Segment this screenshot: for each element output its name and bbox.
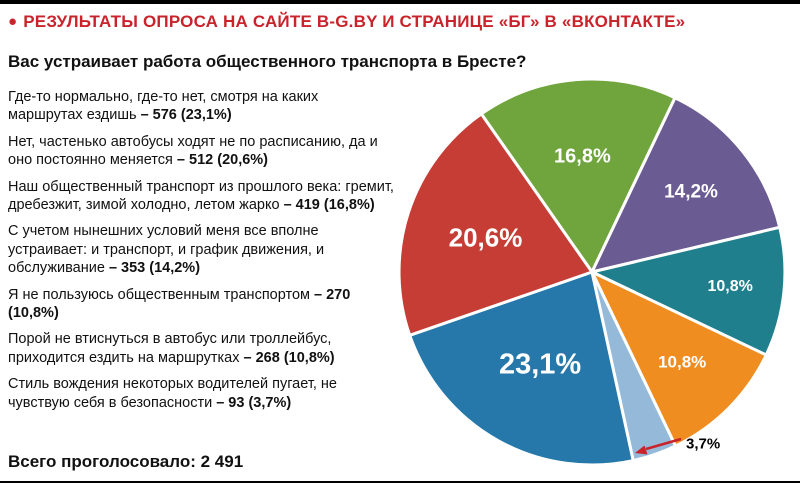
answer-text: Я не пользуюсь общественным транспортом — [8, 286, 315, 303]
pie-slice — [590, 270, 768, 448]
answer-value: – 353 (14,2%) — [108, 260, 201, 277]
list-item: Нет, частенько автобусы ходят не по расп… — [8, 133, 394, 170]
answer-value: – 270 (10,8%) — [8, 286, 351, 322]
answer-value: – 268 (10,8%) — [243, 349, 335, 366]
slice-label: 10,8% — [658, 352, 706, 371]
annotation-arrow-line — [645, 437, 682, 451]
list-item: Где-то нормально, где-то нет, смотря на … — [8, 88, 394, 125]
slice-label: 20,6% — [449, 223, 523, 253]
list-item: С учетом нынешних условий меня все вполн… — [8, 222, 394, 277]
answer-value: – 512 (20,6%) — [176, 152, 269, 169]
pie-slice — [590, 96, 782, 274]
external-slice-label: 3,7% — [686, 436, 720, 453]
answer-value: – 576 (23,1%) — [140, 107, 232, 124]
answer-value: – 419 (16,8%) — [283, 197, 375, 214]
answer-text: Где-то нормально, где-то нет, смотря на … — [8, 89, 319, 124]
pie-chart: 16,8% 14,2% 10,8% 10,8% 23,1% 20,6% 3,7% — [397, 77, 787, 467]
pie-slice — [408, 270, 635, 467]
total-votes: Всего проголосовало: 2 491 — [8, 452, 244, 471]
slice-label: 14,2% — [664, 181, 718, 202]
list-item: Наш общественный транспорт из прошлого в… — [8, 178, 394, 215]
answer-text: Порой не втиснуться в автобус или тролле… — [8, 331, 332, 366]
list-item: Стиль вождения некоторых водителей пугае… — [8, 375, 394, 412]
slice-label: 10,8% — [708, 278, 753, 295]
answer-text: Нет, частенько автобусы ходят не по расп… — [8, 133, 378, 169]
answer-text: С учетом нынешних условий меня все вполн… — [8, 223, 325, 277]
header-title-text: РЕЗУЛЬТАТЫ ОПРОСА НА САЙТЕ B-G.BY И СТРА… — [23, 12, 686, 31]
list-item: Я не пользуюсь общественным транспортом … — [8, 286, 394, 323]
answer-text: Стиль вождения некоторых водителей пугае… — [8, 376, 337, 411]
answer-text: Наш общественный транспорт из прошлого в… — [8, 178, 394, 214]
pie-chart-area: 16,8% 14,2% 10,8% 10,8% 23,1% 20,6% 3,7% — [385, 60, 800, 482]
pie-slice — [479, 77, 677, 274]
header-title: ● РЕЗУЛЬТАТЫ ОПРОСА НА САЙТЕ B-G.BY И СТР… — [8, 12, 794, 32]
answer-value: – 93 (3,7%) — [216, 394, 292, 411]
slice-label: 16,8% — [554, 146, 611, 168]
annotation-arrow-head — [635, 445, 648, 455]
bullet-icon: ● — [8, 13, 18, 30]
list-item: Порой не втиснуться в автобус или тролле… — [8, 330, 394, 367]
pie-slice — [590, 225, 787, 357]
top-divider — [0, 0, 800, 4]
pie-slice — [397, 112, 594, 337]
bottom-divider — [0, 481, 800, 483]
poll-question: Вас устраивает работа общественного тран… — [8, 52, 527, 71]
slice-label: 23,1% — [499, 349, 581, 381]
answers-list: Где-то нормально, где-то нет, смотря на … — [8, 88, 394, 420]
